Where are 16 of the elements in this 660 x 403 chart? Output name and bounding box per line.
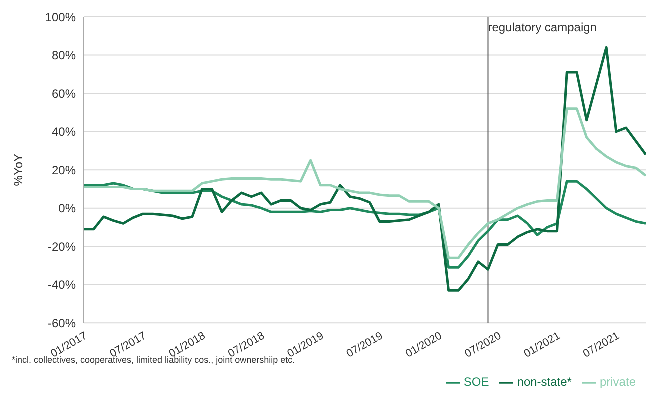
line-series	[84, 46, 646, 292]
y-tick-label: -20%	[48, 240, 76, 254]
y-tick-label: -40%	[48, 278, 76, 292]
legend-label: private	[600, 375, 636, 390]
legend-label: SOE	[464, 375, 490, 390]
y-tick-label: 60%	[52, 86, 76, 101]
y-tick-label: 100%	[45, 10, 76, 24]
y-axis-title: %YoY	[11, 154, 26, 186]
y-tick-label: -60%	[48, 316, 76, 330]
ref-line-label: regulatory campaign	[488, 20, 597, 35]
y-tick-label: 0%	[58, 202, 76, 216]
y-tick-label: 20%	[52, 163, 76, 178]
line-series	[84, 108, 646, 260]
y-tick-label: 80%	[52, 48, 76, 63]
y-tick-label: 40%	[52, 125, 76, 140]
legend-label: non-state*	[517, 375, 572, 390]
